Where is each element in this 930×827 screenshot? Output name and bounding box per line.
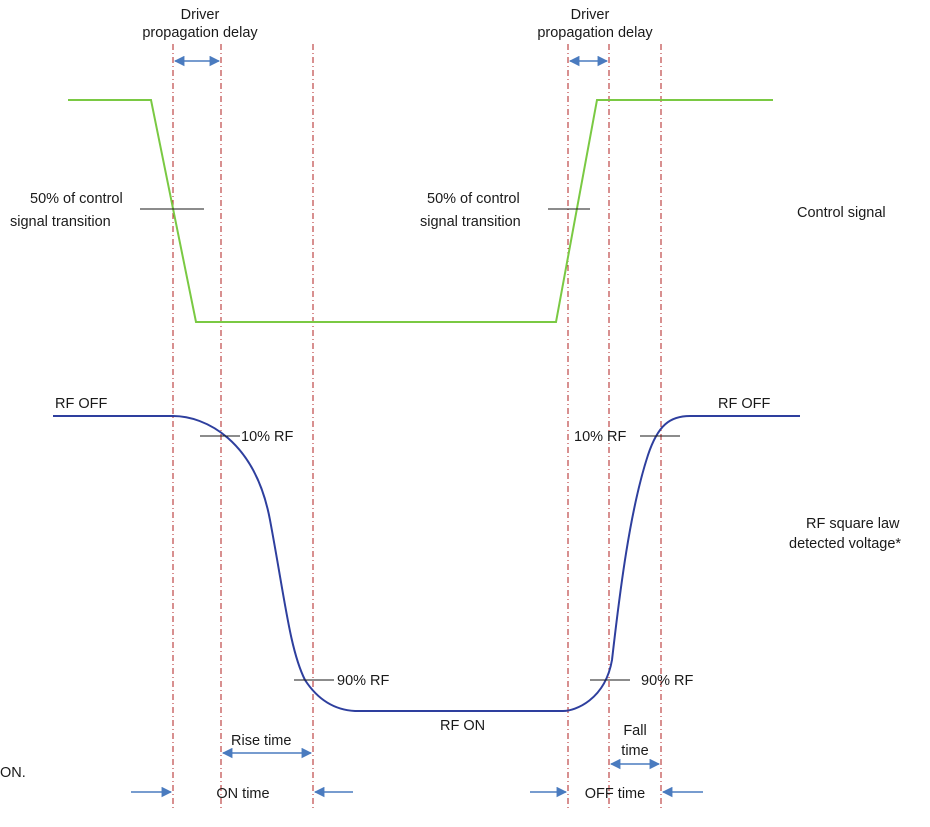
ctrl50-right-label-line1: 50% of control <box>427 191 520 207</box>
rf10-right-label: 10% RF <box>574 429 627 445</box>
rf-detected-waveform <box>53 415 800 712</box>
rf-square-label-line2: detected voltage* <box>789 536 901 552</box>
driver-delay-left-label-line2: propagation delay <box>142 25 258 41</box>
cut-off-text: ON. <box>0 765 26 781</box>
on-time-label: ON time <box>216 786 269 802</box>
rf90-left-label: 90% RF <box>337 673 390 689</box>
ctrl50-right-label-line2: signal transition <box>420 214 521 230</box>
rf-on-label: RF ON <box>440 718 485 734</box>
off-time-label: OFF time <box>585 786 645 802</box>
control-signal-label: Control signal <box>797 205 886 221</box>
rf-off-left-label: RF OFF <box>55 396 107 412</box>
control-signal-waveform <box>68 99 773 323</box>
marker-lines <box>172 44 662 808</box>
rf-square-label-line1: RF square law <box>806 516 900 532</box>
tick-marks <box>140 208 680 681</box>
fall-time-label-line2: time <box>621 743 648 759</box>
rf-off-right-label: RF OFF <box>718 396 770 412</box>
rf90-right-label: 90% RF <box>641 673 694 689</box>
rise-time-label: Rise time <box>231 733 291 749</box>
driver-delay-left-label-line1: Driver <box>181 7 220 23</box>
driver-delay-right-label-line2: propagation delay <box>537 25 653 41</box>
driver-delay-right-label-line1: Driver <box>571 7 610 23</box>
fall-time-label-line1: Fall <box>623 723 646 739</box>
ctrl50-left-label-line2: signal transition <box>10 214 111 230</box>
ctrl50-left-label-line1: 50% of control <box>30 191 123 207</box>
rf10-left-label: 10% RF <box>241 429 294 445</box>
